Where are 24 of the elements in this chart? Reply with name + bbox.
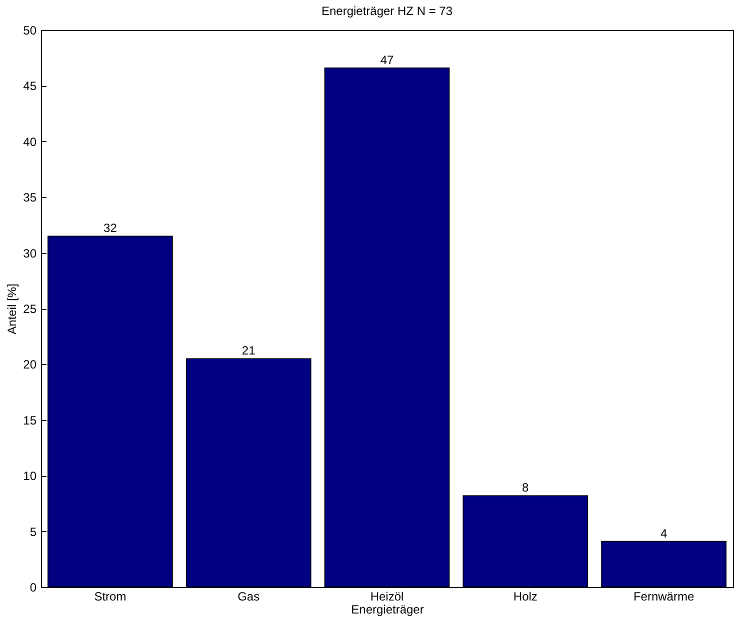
data-label: 4: [660, 526, 668, 540]
x-tick-label: Gas: [238, 590, 260, 604]
y-tick-label: 20: [23, 358, 37, 372]
y-tick-label: 45: [23, 79, 37, 94]
y-tick-label: 30: [23, 246, 37, 260]
y-tick-label: 25: [23, 302, 37, 316]
chart-title: Energieträger HZ N = 73: [321, 4, 453, 18]
x-axis-title: Energieträger: [351, 602, 424, 616]
data-label: 32: [104, 221, 118, 236]
y-tick-label: 15: [23, 413, 37, 428]
x-tick-label: Heizöl: [370, 590, 404, 604]
y-tick-label: 5: [30, 524, 37, 539]
x-tick-label: Holz: [513, 590, 538, 604]
y-tick-label: 0: [30, 580, 37, 594]
x-tick-label: Strom: [94, 590, 126, 604]
data-label: 21: [242, 344, 256, 358]
data-label: 47: [380, 52, 394, 67]
y-axis-title: Anteil [%]: [5, 284, 20, 334]
x-tick-label: Fernwärme: [633, 590, 694, 604]
y-tick-label: 50: [23, 24, 37, 38]
y-tick-label: 35: [23, 190, 37, 205]
y-tick-label: 10: [23, 469, 37, 484]
y-tick-label: 40: [23, 134, 37, 149]
data-label: 8: [522, 480, 530, 495]
